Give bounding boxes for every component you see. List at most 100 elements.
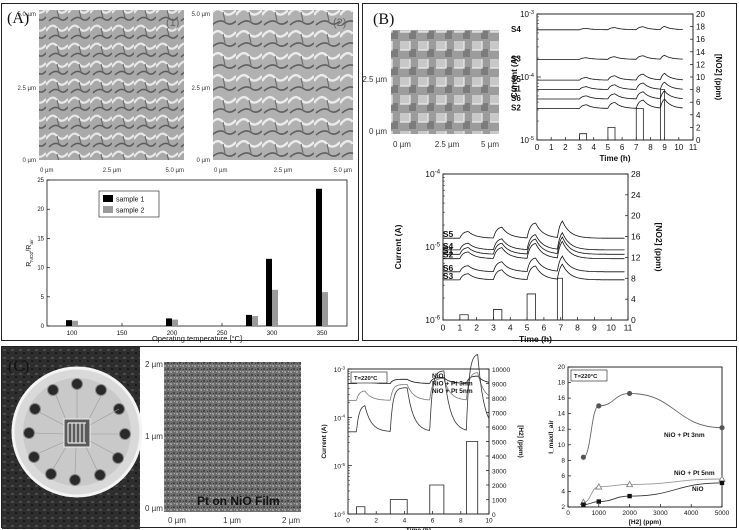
bar-y-tick-label: 15: [37, 236, 44, 242]
y-tick-label: 2: [561, 504, 565, 511]
y2-tick-label: 0: [696, 136, 701, 145]
bar-x-tick-label: 200: [167, 330, 178, 337]
x-tick-label: 5: [525, 323, 530, 333]
data-point-triangle: [595, 482, 603, 490]
bar-chart-response: 0 5 10 15 20 25 100 150 200 250 300 350 Operating te…: [26, 178, 348, 343]
afmc-x-mid: 1 µm: [223, 516, 241, 525]
data-point-square: [719, 480, 725, 486]
x-axis-label: [H2] (ppm): [629, 519, 662, 526]
x-tick-label: 7: [558, 323, 563, 333]
series-line: [537, 54, 683, 60]
legend-label: NiO + Pt 3nm: [432, 381, 473, 388]
afmc-x-left: 0 µm: [168, 516, 186, 525]
x-tick-label: 5: [606, 143, 611, 152]
afm2-x-right: 5.0 µm: [334, 168, 352, 174]
bar-sample-2: [322, 292, 328, 326]
afmc-y-top: 2 µm: [145, 360, 163, 369]
x-tick-label: 7: [634, 143, 639, 152]
plot-frame: [567, 366, 723, 508]
y-tick-label: 10-5: [334, 462, 346, 471]
panel-a-tag: (A): [7, 10, 29, 27]
afm1-y-mid: 2.5 µm: [18, 86, 36, 92]
y2-tick-label: 10000: [492, 367, 510, 374]
y-axis-label: Current (A): [510, 56, 519, 99]
y-tick-label: 20: [558, 364, 566, 371]
bar-x-tick-label: 100: [67, 330, 78, 337]
y-tick-label: 14: [558, 411, 566, 418]
series-label: S3: [511, 54, 521, 63]
afm-image-2: [213, 10, 353, 160]
data-point-square: [596, 499, 601, 504]
series-label: S5: [443, 229, 454, 239]
y-axis-label: Current (A): [321, 424, 328, 458]
y2-tick-label: 0: [492, 512, 496, 519]
y2-tick-label: 18: [696, 23, 705, 32]
y2-tick-label: 6000: [492, 425, 507, 432]
panel-c-figure: (C): [2, 347, 730, 530]
y-tick-label: 4: [561, 488, 565, 495]
y-tick-label: 10-3: [334, 365, 346, 374]
y2-tick-label: 12: [631, 252, 641, 262]
panel-c: (C): [1, 346, 737, 530]
y2-tick-label: 24: [631, 190, 641, 200]
afm1-y-bottom: 0 µm: [23, 158, 36, 164]
bar-sample-1: [246, 314, 252, 326]
series-label: S4: [511, 25, 521, 34]
afm1-x-mid: 2.5 µm: [103, 168, 121, 174]
legend-label: sample 1: [116, 197, 145, 204]
afmc-x-right: 2 µm: [282, 516, 300, 525]
y2-tick-label: 20: [631, 211, 641, 221]
y2-tick-label: 12: [696, 60, 705, 69]
panel-a: (A) (1) 5.0 µm 2.5 µm 0 µm 0 µm 2.5 µm 5…: [1, 3, 359, 343]
data-point-circle: [719, 425, 725, 431]
bar-x-tick-label: 250: [217, 330, 228, 337]
bar-x-tick-label: 300: [267, 330, 278, 337]
x-tick-label: 9: [662, 143, 667, 152]
y2-tick-label: 6: [696, 98, 701, 107]
series-label: S2: [511, 104, 521, 113]
series-line: [537, 98, 683, 109]
y-tick-label: 10-3: [520, 10, 534, 19]
x-tick-label: 8: [575, 323, 580, 333]
afmb-x-right: 5 µm: [481, 140, 499, 149]
annotation-text: T=220°C: [354, 376, 378, 382]
series-line: [348, 353, 490, 433]
x-tick-label: 0: [441, 323, 446, 333]
fit-curve: [583, 482, 723, 506]
x-tick-label: 0: [566, 510, 570, 517]
x-tick-label: 2000: [622, 510, 637, 517]
series-label: NiO + Pt 5nm: [674, 470, 715, 477]
y-tick-label: 16: [558, 395, 566, 402]
y2-tick-label: 16: [696, 35, 705, 44]
series-line: [443, 263, 625, 281]
y2-tick-label: 2000: [492, 483, 507, 490]
afmb-x-mid: 2.5 µm: [435, 140, 460, 149]
annotation-box: [570, 369, 608, 382]
series-line: [443, 240, 625, 260]
series-line: [537, 90, 683, 100]
x-tick-label: 4000: [684, 510, 699, 517]
afm2-x-left: 0 µm: [214, 168, 227, 174]
concentration-pulses: [537, 89, 689, 141]
y2-axis-label: [NO2] (ppm): [714, 54, 723, 101]
x-tick-label: 0: [346, 518, 350, 525]
afm1-x-right: 5.0 µm: [166, 168, 184, 174]
y2-tick-label: 14: [696, 48, 705, 57]
x-tick-label: 3: [491, 323, 496, 333]
series-label: S1: [443, 245, 454, 255]
x-tick-label: 11: [689, 143, 698, 152]
data-point-square: [581, 502, 586, 507]
series-label: S5: [511, 75, 521, 84]
series-line: [443, 220, 625, 239]
y-tick-label: 18: [558, 380, 566, 387]
bar-x-tick-label: 150: [117, 330, 128, 337]
y2-tick-label: 16: [631, 232, 641, 242]
x-tick-label: 1000: [592, 510, 607, 517]
data-point-triangle: [625, 480, 634, 488]
x-axis-label: Time (h): [600, 154, 631, 163]
bar-y-tick-label: 25: [37, 178, 44, 184]
afmb-y-mid: 2.5 µm: [362, 75, 387, 84]
x-tick-label: 8: [459, 518, 463, 525]
y2-tick-label: 1000: [492, 498, 507, 505]
